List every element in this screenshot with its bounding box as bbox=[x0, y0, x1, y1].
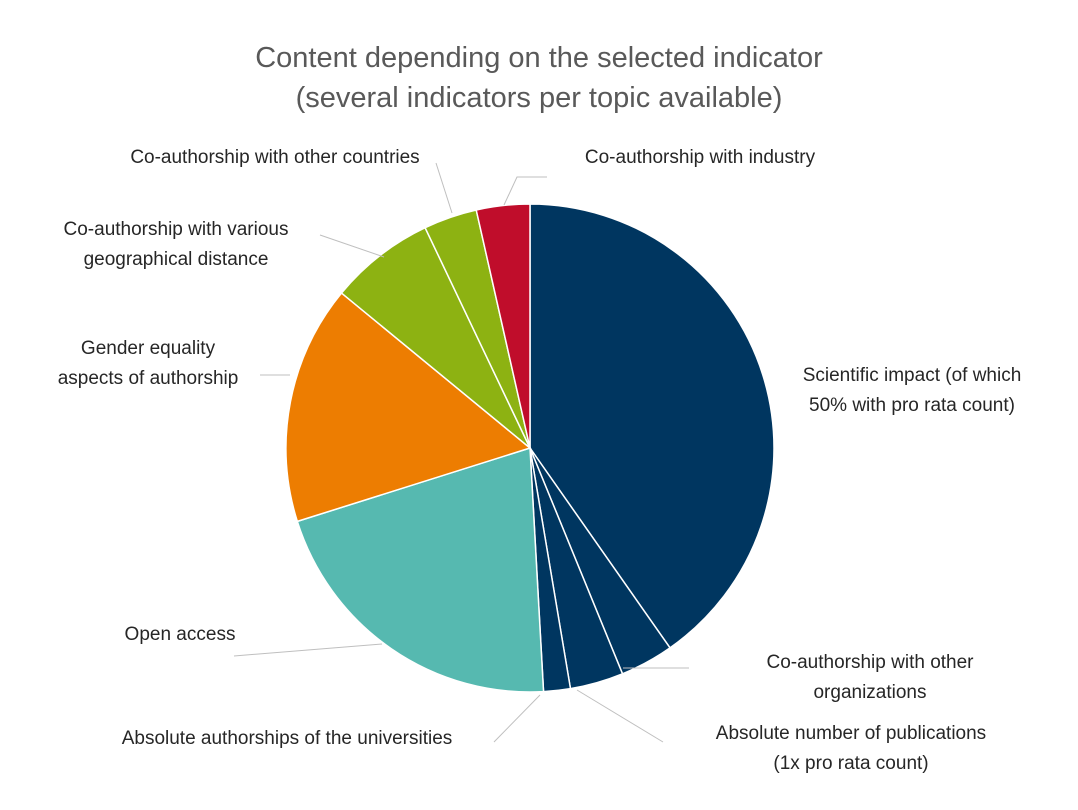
pie-slice-industry bbox=[475, 203, 531, 449]
leader-line-openaccess bbox=[233, 643, 383, 657]
chart-title-line: Content depending on the selected indica… bbox=[255, 42, 823, 74]
slice-label-coorg: Co-authorship with other organizations bbox=[767, 652, 975, 703]
leader-line-industry bbox=[503, 176, 547, 206]
leader-line-geo bbox=[319, 234, 385, 258]
pie-slice-gender bbox=[285, 291, 532, 523]
chart-title-line: (several indicators per topic available) bbox=[296, 82, 783, 114]
slice-label-absauth: Absolute authorships of the universities bbox=[122, 728, 453, 749]
leader-line-absauth bbox=[493, 694, 541, 743]
slice-label-geo: Co-authorship with various geographical d… bbox=[64, 219, 289, 270]
slice-label-scientific: Scientific impact (of which 50% with pro … bbox=[803, 365, 1022, 416]
chart-title: Content depending on the selected indica… bbox=[255, 42, 823, 114]
slice-labels: Scientific impact (of which 50% with pro … bbox=[58, 147, 1022, 774]
slice-label-countries: Co-authorship with other countries bbox=[130, 147, 419, 168]
slice-label-industry: Co-authorship with industry bbox=[585, 147, 816, 168]
pie-slice-openaccess bbox=[296, 446, 545, 693]
leader-line-abspub bbox=[576, 689, 664, 743]
slice-label-openaccess: Open access bbox=[125, 624, 236, 645]
slice-label-abspub: Absolute number of publications (1x pro r… bbox=[716, 723, 986, 774]
slice-label-gender: Gender equality aspects of authorship bbox=[58, 338, 239, 389]
pie-slice-scientific bbox=[529, 203, 775, 649]
leader-lines bbox=[233, 162, 689, 743]
leader-line-countries bbox=[435, 162, 453, 214]
pie-slices bbox=[285, 203, 775, 693]
